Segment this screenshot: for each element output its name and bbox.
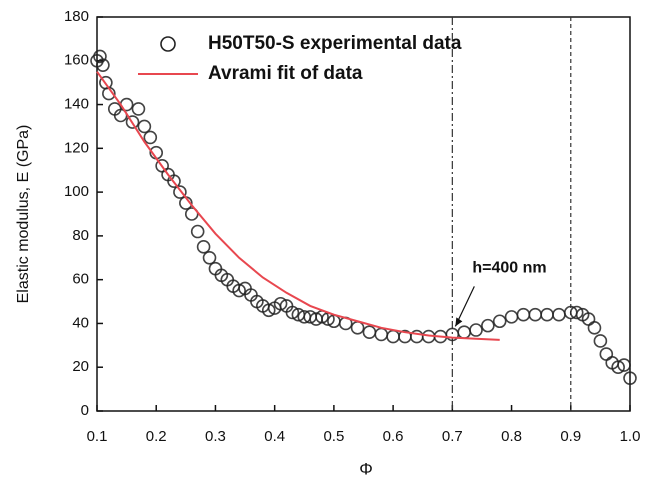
data-point [190, 224, 205, 239]
data-point [232, 283, 246, 298]
y-tick-label: 60 [72, 271, 89, 288]
x-tick-label: 0.7 [442, 428, 463, 445]
x-tick-label: 0.2 [146, 428, 167, 445]
y-tick-label: 20 [72, 358, 89, 375]
data-point [362, 325, 377, 340]
data-point [386, 329, 400, 344]
data-point [285, 305, 300, 320]
y-tick-label: 140 [64, 96, 89, 113]
x-tick-label: 0.5 [323, 428, 344, 445]
data-point [350, 321, 365, 335]
x-tick-label: 0.9 [560, 428, 581, 445]
x-tick-label: 0.8 [501, 428, 522, 445]
legend-marker [160, 36, 176, 52]
data-point [374, 327, 389, 342]
y-tick-label: 0 [81, 402, 89, 419]
data-point [261, 303, 276, 318]
data-point [617, 358, 631, 372]
data-point [196, 240, 211, 254]
data-point [552, 307, 566, 322]
legend-label: Avrami fit of data [208, 63, 363, 84]
data-point [481, 318, 495, 333]
y-tick-label: 80 [72, 227, 89, 244]
data-point [587, 321, 602, 335]
data-point [599, 347, 614, 361]
y-tick-label: 180 [64, 8, 89, 25]
annotation-arrowhead [455, 317, 463, 327]
data-point [623, 371, 637, 385]
legend-label: H50T50-S experimental data [208, 33, 462, 54]
data-point [569, 305, 584, 320]
data-point [457, 325, 471, 340]
data-point [93, 49, 107, 64]
data-point [593, 334, 608, 348]
x-tick-label: 0.6 [383, 428, 404, 445]
fit-line [96, 71, 500, 341]
y-tick-label: 40 [72, 314, 89, 331]
data-point [516, 307, 531, 322]
data-point [131, 102, 146, 116]
data-point [273, 296, 288, 311]
x-axis-title: Φ [359, 459, 373, 478]
data-point [492, 314, 507, 329]
y-tick-label: 120 [64, 139, 89, 156]
x-tick-label: 0.3 [205, 428, 226, 445]
data-point [137, 119, 152, 134]
y-tick-label: 100 [64, 183, 89, 200]
plot-frame [96, 16, 631, 412]
y-axis-title: Elastic modulus, E (GPa) [15, 125, 32, 304]
data-point [504, 310, 519, 324]
x-tick-label: 0.4 [264, 428, 285, 445]
x-tick-label: 1.0 [620, 428, 641, 445]
data-point [540, 307, 554, 322]
y-tick-label: 160 [64, 52, 89, 69]
data-point [96, 58, 110, 72]
data-point [125, 115, 140, 129]
data-point [167, 174, 181, 188]
data-point [143, 130, 158, 145]
data-point [611, 360, 625, 375]
data-point [528, 307, 543, 322]
annotation-text: h=400 nm [472, 260, 546, 277]
data-point [202, 250, 217, 265]
data-point [173, 185, 187, 199]
x-tick-label: 0.1 [87, 428, 108, 445]
data-point [469, 323, 483, 337]
